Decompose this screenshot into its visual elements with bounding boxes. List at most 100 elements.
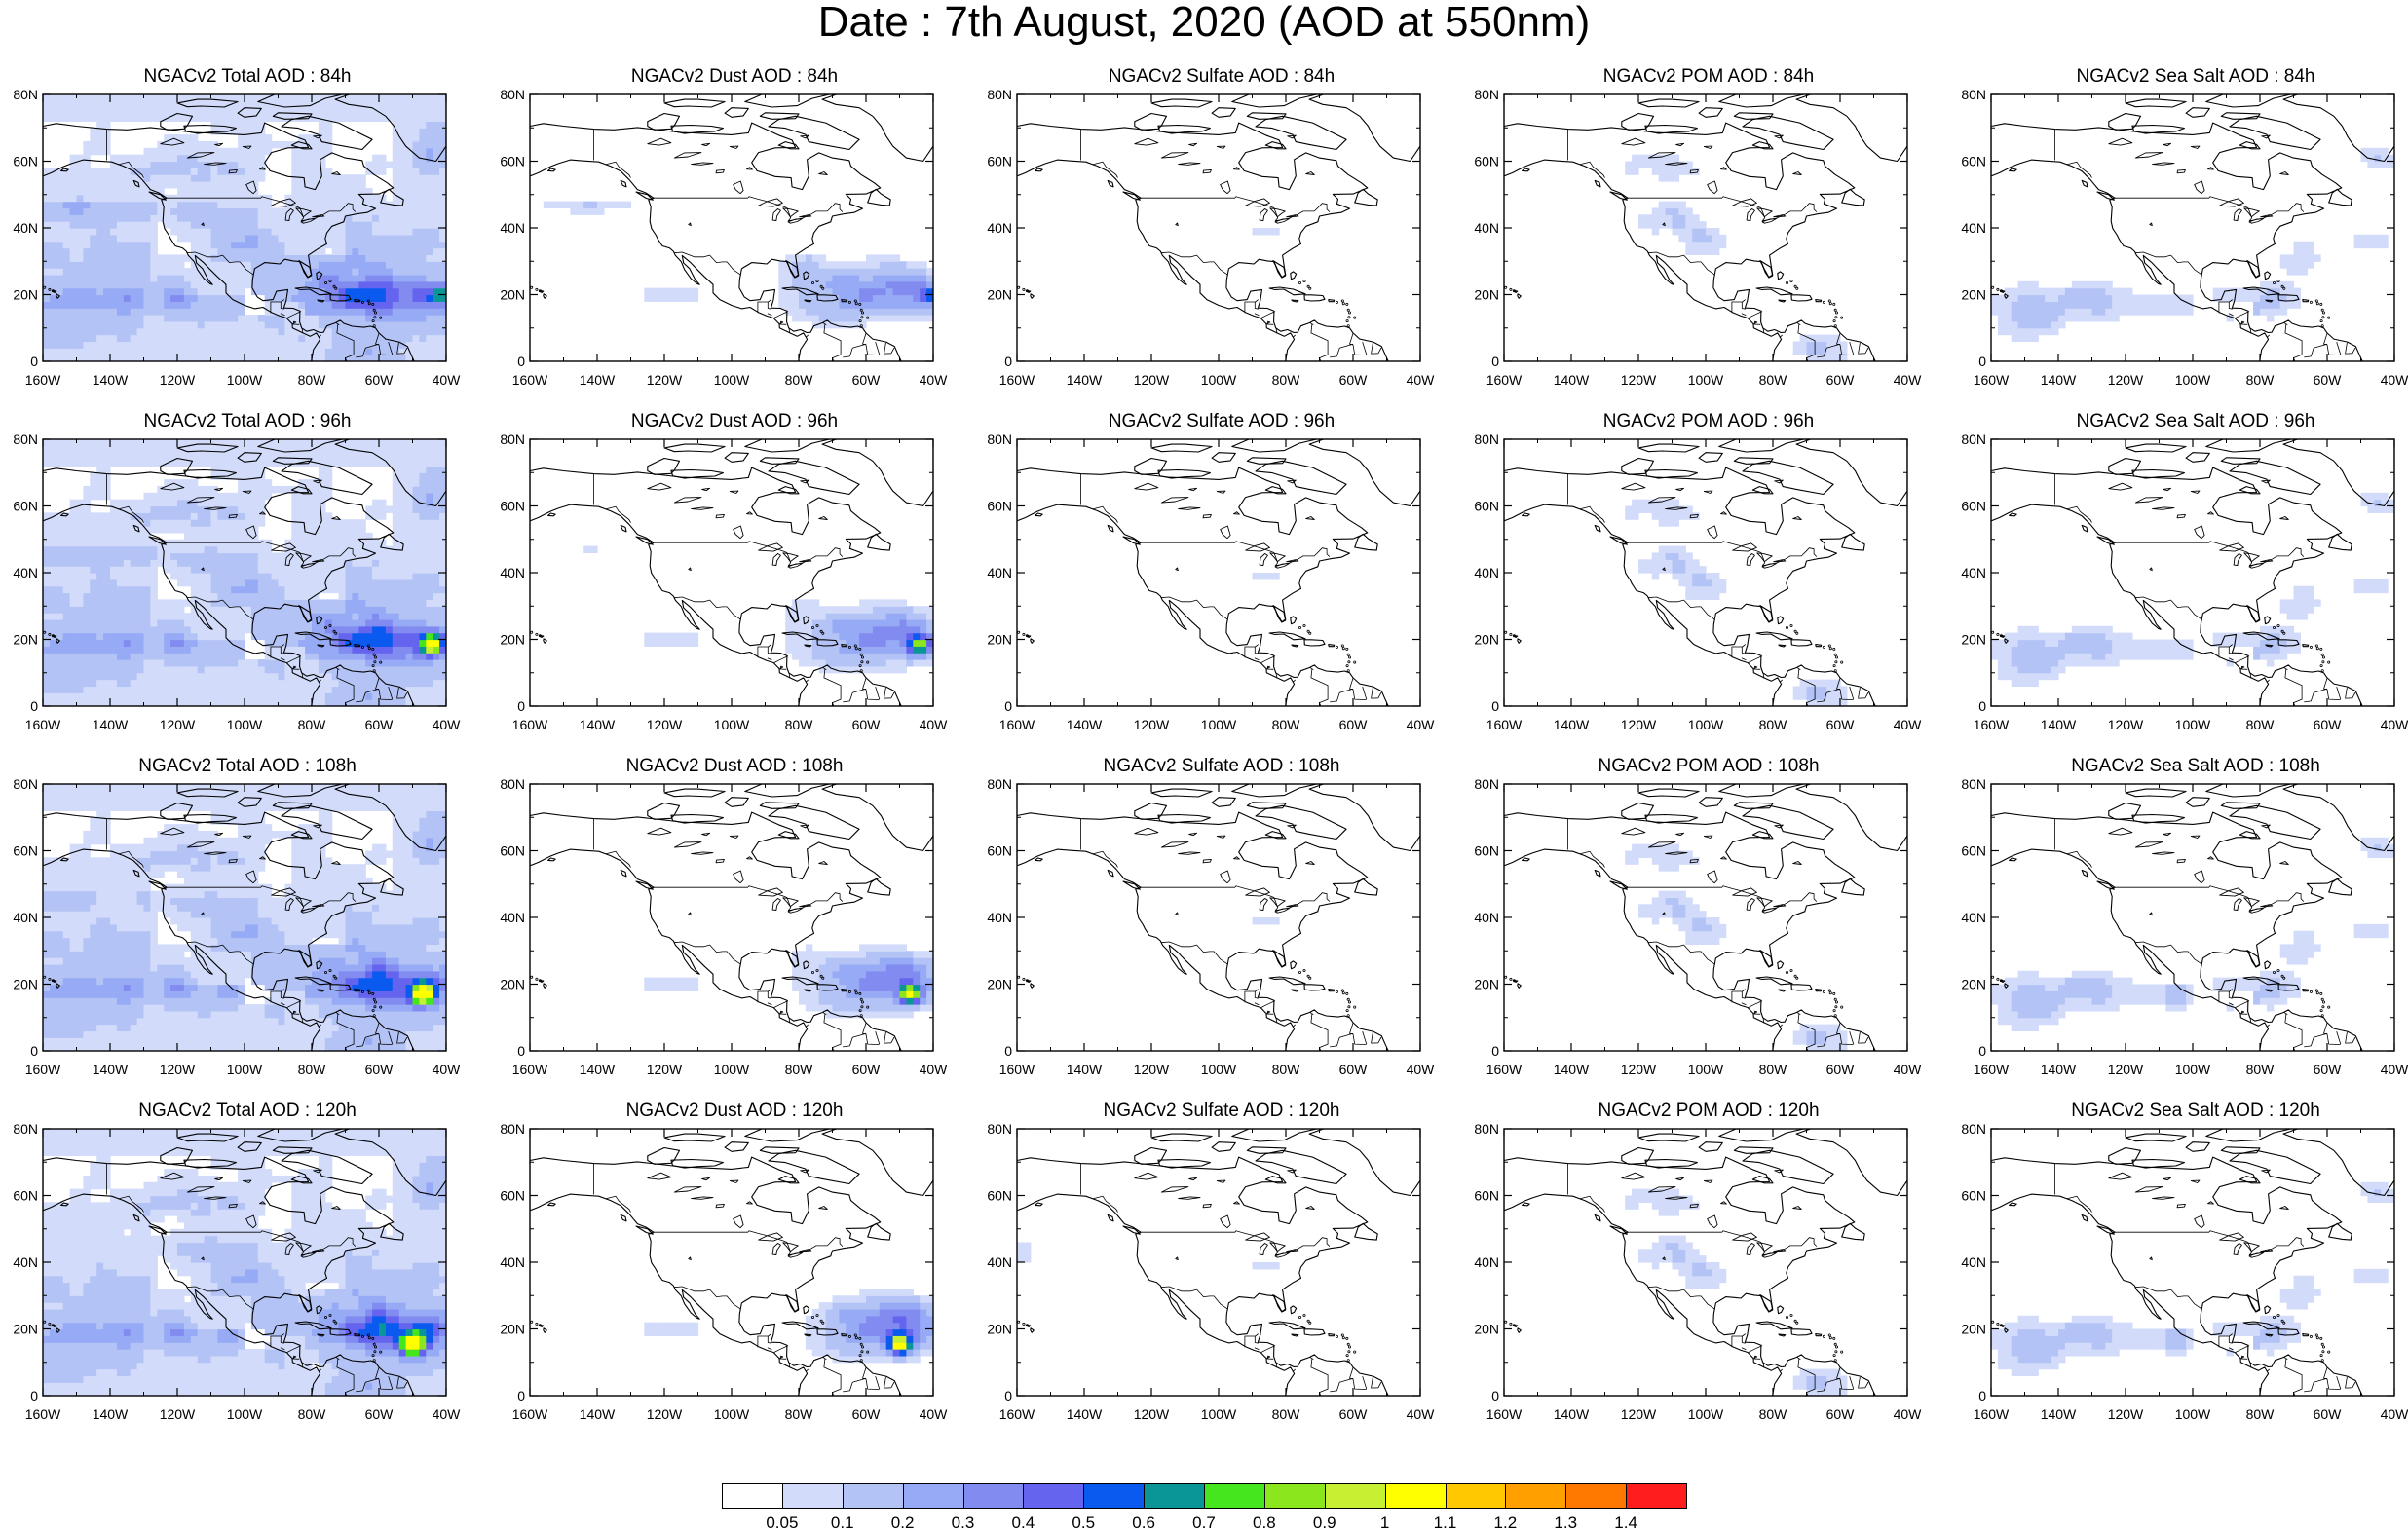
aod-cell: [117, 155, 125, 162]
aod-cell: [284, 308, 292, 315]
aod-cell: [251, 479, 259, 486]
aod-cell: [298, 168, 306, 174]
aod-cell: [50, 108, 57, 115]
aod-cell: [56, 321, 64, 328]
aod-cell: [433, 606, 440, 613]
aod-cell: [231, 559, 239, 566]
aod-cell: [83, 526, 91, 533]
aod-cell: [63, 606, 71, 613]
aod-cell: [352, 228, 359, 235]
aod-cell: [83, 666, 91, 673]
aod-cell: [352, 281, 359, 288]
aod-cell: [164, 546, 171, 553]
aod-cell: [177, 653, 185, 659]
aod-cell: [77, 997, 85, 1004]
aod-cell: [205, 214, 212, 221]
aod-cell: [332, 519, 340, 526]
aod-cell: [177, 526, 185, 533]
aod-cell: [238, 659, 245, 666]
aod-cell: [217, 235, 225, 242]
aod-cell: [90, 804, 97, 811]
aod-cell: [386, 586, 394, 593]
aod-cell: [258, 321, 266, 328]
aod-cell: [211, 108, 219, 115]
aod-cell: [96, 613, 104, 619]
aod-cell: [393, 626, 400, 633]
aod-cell: [217, 295, 225, 302]
aod-cell: [245, 573, 252, 579]
aod-cell: [96, 673, 104, 680]
aod-cell: [224, 308, 232, 315]
aod-cell: [365, 94, 373, 101]
aod-cell: [231, 94, 239, 101]
aod-cell: [110, 321, 118, 328]
aod-cell: [131, 228, 138, 235]
aod-cell: [157, 640, 165, 647]
aod-cell: [433, 546, 440, 553]
aod-cell: [272, 619, 280, 626]
aod-cell: [346, 646, 354, 653]
aod-cell: [339, 633, 347, 640]
aod-cell: [90, 646, 97, 653]
aod-cell: [90, 526, 97, 533]
aod-cell: [245, 261, 252, 268]
aod-cell: [144, 195, 152, 202]
aod-cell: [170, 640, 178, 647]
aod-cell: [150, 315, 158, 321]
aod-cell: [110, 453, 118, 460]
aod-cell: [217, 653, 225, 659]
aod-cell: [177, 281, 185, 288]
aod-cell: [124, 573, 132, 579]
aod-cell: [426, 486, 433, 493]
aod-cell: [70, 864, 78, 871]
aod-cell: [224, 162, 232, 168]
aod-cell: [43, 904, 51, 911]
aod-cell: [110, 519, 118, 526]
aod-cell: [110, 844, 118, 851]
aod-cell: [170, 295, 178, 302]
aod-cell: [144, 646, 152, 653]
aod-cell: [332, 202, 340, 208]
aod-cell: [83, 924, 91, 931]
aod-cell: [231, 586, 239, 593]
aod-cell: [231, 321, 239, 328]
aod-cell: [117, 997, 125, 1004]
aod-cell: [96, 460, 104, 467]
aod-cell: [426, 593, 433, 600]
aod-cell: [103, 533, 111, 540]
aod-cell: [124, 101, 132, 108]
aod-cell: [258, 493, 266, 500]
aod-cell: [117, 666, 125, 673]
aod-cell: [325, 546, 333, 553]
aod-cell: [170, 680, 178, 687]
aod-cell: [191, 328, 199, 335]
aod-cell: [251, 586, 259, 593]
aod-cell: [406, 633, 414, 640]
aod-cell: [43, 990, 51, 997]
aod-cell: [386, 315, 394, 321]
aod-cell: [224, 593, 232, 600]
aod-cell: [56, 301, 64, 308]
aod-cell: [96, 235, 104, 242]
aod-cell: [96, 115, 104, 122]
aod-cell: [103, 254, 111, 261]
aod-cell: [419, 640, 427, 647]
aod-cell: [191, 512, 199, 519]
aod-cell: [352, 519, 359, 526]
aod-cell: [279, 626, 286, 633]
aod-cell: [103, 857, 111, 864]
aod-cell: [325, 261, 333, 268]
aod-cell: [245, 599, 252, 606]
aod-cell: [77, 315, 85, 321]
aod-cell: [205, 546, 212, 553]
aod-cell: [90, 997, 97, 1004]
aod-cell: [419, 599, 427, 606]
aod-cell: [56, 214, 64, 221]
aod-cell: [131, 214, 138, 221]
aod-cell: [251, 680, 259, 687]
aod-cell: [305, 168, 313, 174]
aod-cell: [90, 951, 97, 957]
aod-cell: [131, 613, 138, 619]
aod-cell: [332, 328, 340, 335]
aod-cell: [399, 460, 407, 467]
